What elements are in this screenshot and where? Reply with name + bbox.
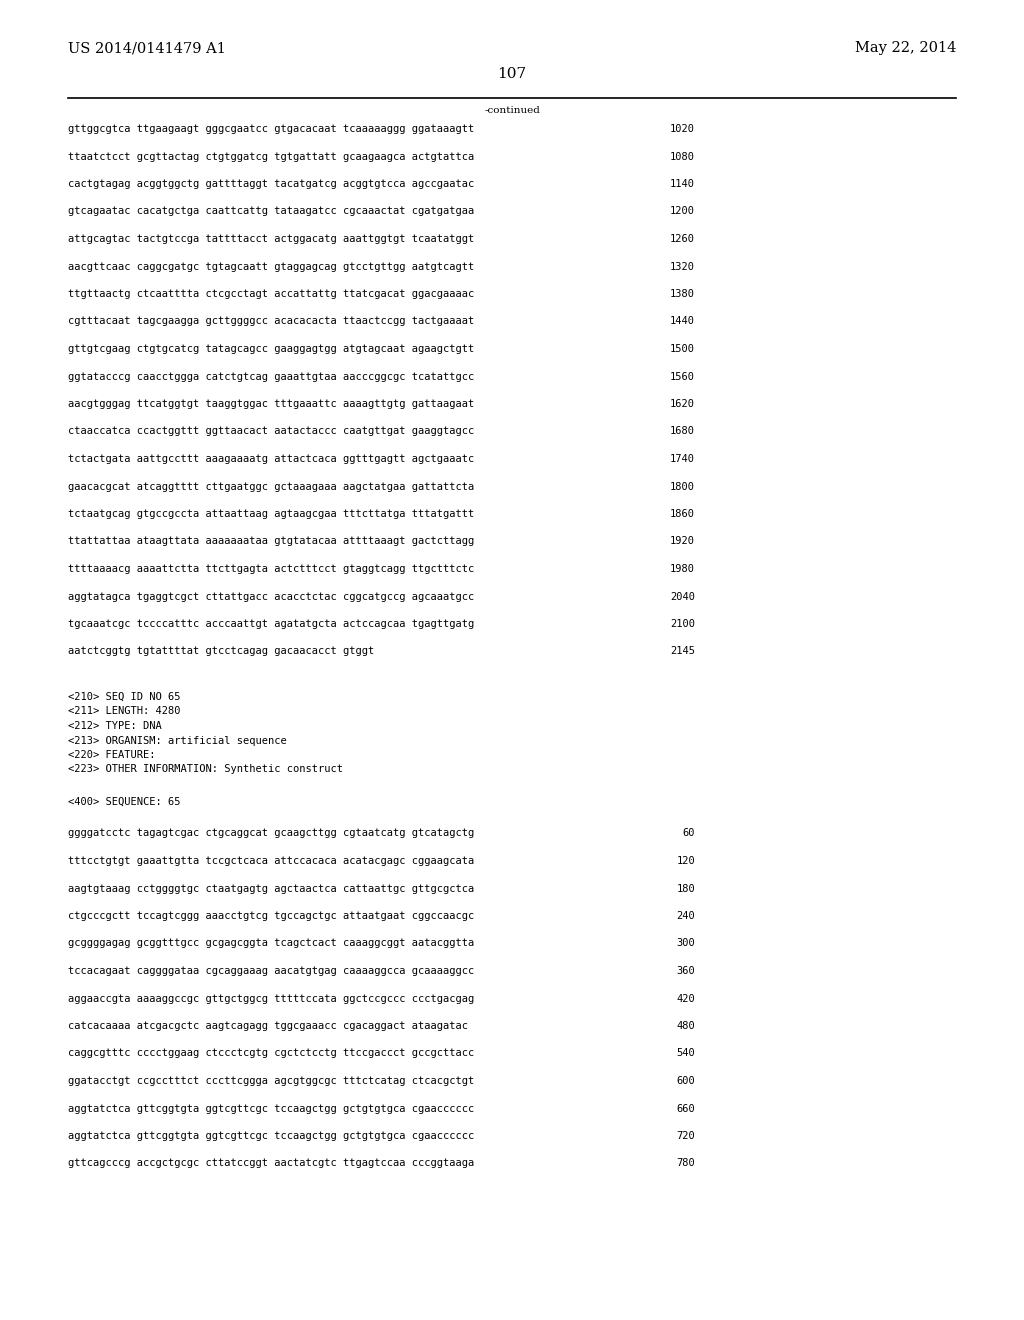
Text: 1140: 1140 <box>670 180 695 189</box>
Text: ttattattaa ataagttata aaaaaaataa gtgtatacaa attttaaagt gactcttagg: ttattattaa ataagttata aaaaaaataa gtgtata… <box>68 536 474 546</box>
Text: 240: 240 <box>676 911 695 921</box>
Text: 600: 600 <box>676 1076 695 1086</box>
Text: ggtatacccg caacctggga catctgtcag gaaattgtaa aacccggcgc tcatattgcc: ggtatacccg caacctggga catctgtcag gaaattg… <box>68 371 474 381</box>
Text: 1320: 1320 <box>670 261 695 272</box>
Text: 1740: 1740 <box>670 454 695 465</box>
Text: ctaaccatca ccactggttt ggttaacact aatactaccc caatgttgat gaaggtagcc: ctaaccatca ccactggttt ggttaacact aatacta… <box>68 426 474 437</box>
Text: 1380: 1380 <box>670 289 695 300</box>
Text: 780: 780 <box>676 1159 695 1168</box>
Text: 120: 120 <box>676 855 695 866</box>
Text: 1800: 1800 <box>670 482 695 491</box>
Text: 1080: 1080 <box>670 152 695 161</box>
Text: gtcagaatac cacatgctga caattcattg tataagatcc cgcaaactat cgatgatgaa: gtcagaatac cacatgctga caattcattg tataaga… <box>68 206 474 216</box>
Text: gaacacgcat atcaggtttt cttgaatggc gctaaagaaa aagctatgaa gattattcta: gaacacgcat atcaggtttt cttgaatggc gctaaag… <box>68 482 474 491</box>
Text: attgcagtac tactgtccga tattttacct actggacatg aaattggtgt tcaatatggt: attgcagtac tactgtccga tattttacct actggac… <box>68 234 474 244</box>
Text: 1560: 1560 <box>670 371 695 381</box>
Text: aatctcggtg tgtattttat gtcctcagag gacaacacct gtggt: aatctcggtg tgtattttat gtcctcagag gacaaca… <box>68 647 374 656</box>
Text: tctaatgcag gtgccgccta attaattaag agtaagcgaa tttcttatga tttatgattt: tctaatgcag gtgccgccta attaattaag agtaagc… <box>68 510 474 519</box>
Text: 480: 480 <box>676 1020 695 1031</box>
Text: ttttaaaacg aaaattctta ttcttgagta actctttcct gtaggtcagg ttgctttctc: ttttaaaacg aaaattctta ttcttgagta actcttt… <box>68 564 474 574</box>
Text: 720: 720 <box>676 1131 695 1140</box>
Text: ggatacctgt ccgcctttct cccttcggga agcgtggcgc tttctcatag ctcacgctgt: ggatacctgt ccgcctttct cccttcggga agcgtgg… <box>68 1076 474 1086</box>
Text: <210> SEQ ID NO 65: <210> SEQ ID NO 65 <box>68 692 180 702</box>
Text: 1620: 1620 <box>670 399 695 409</box>
Text: gttcagcccg accgctgcgc cttatccggt aactatcgtc ttgagtccaa cccggtaaga: gttcagcccg accgctgcgc cttatccggt aactatc… <box>68 1159 474 1168</box>
Text: tctactgata aattgccttt aaagaaaatg attactcaca ggtttgagtt agctgaaatc: tctactgata aattgccttt aaagaaaatg attactc… <box>68 454 474 465</box>
Text: ttgttaactg ctcaatttta ctcgcctagt accattattg ttatcgacat ggacgaaaac: ttgttaactg ctcaatttta ctcgcctagt accatta… <box>68 289 474 300</box>
Text: 180: 180 <box>676 883 695 894</box>
Text: US 2014/0141479 A1: US 2014/0141479 A1 <box>68 41 226 55</box>
Text: 1500: 1500 <box>670 345 695 354</box>
Text: May 22, 2014: May 22, 2014 <box>855 41 956 55</box>
Text: catcacaaaa atcgacgctc aagtcagagg tggcgaaacc cgacaggact ataagatac: catcacaaaa atcgacgctc aagtcagagg tggcgaa… <box>68 1020 468 1031</box>
Text: <400> SEQUENCE: 65: <400> SEQUENCE: 65 <box>68 797 180 807</box>
Text: <220> FEATURE:: <220> FEATURE: <box>68 750 156 760</box>
Text: gttgtcgaag ctgtgcatcg tatagcagcc gaaggagtgg atgtagcaat agaagctgtt: gttgtcgaag ctgtgcatcg tatagcagcc gaaggag… <box>68 345 474 354</box>
Text: 1440: 1440 <box>670 317 695 326</box>
Text: gttggcgtca ttgaagaagt gggcgaatcc gtgacacaat tcaaaaaggg ggataaagtt: gttggcgtca ttgaagaagt gggcgaatcc gtgacac… <box>68 124 474 135</box>
Text: 1200: 1200 <box>670 206 695 216</box>
Text: aggtatctca gttcggtgta ggtcgttcgc tccaagctgg gctgtgtgca cgaacccccc: aggtatctca gttcggtgta ggtcgttcgc tccaagc… <box>68 1131 474 1140</box>
Text: 2145: 2145 <box>670 647 695 656</box>
Text: 1260: 1260 <box>670 234 695 244</box>
Text: aggaaccgta aaaaggccgc gttgctggcg tttttccata ggctccgccc ccctgacgag: aggaaccgta aaaaggccgc gttgctggcg tttttcc… <box>68 994 474 1003</box>
Text: 60: 60 <box>683 829 695 838</box>
Text: aacgttcaac caggcgatgc tgtagcaatt gtaggagcag gtcctgttgg aatgtcagtt: aacgttcaac caggcgatgc tgtagcaatt gtaggag… <box>68 261 474 272</box>
Text: cactgtagag acggtggctg gattttaggt tacatgatcg acggtgtcca agccgaatac: cactgtagag acggtggctg gattttaggt tacatga… <box>68 180 474 189</box>
Text: aagtgtaaag cctggggtgc ctaatgagtg agctaactca cattaattgc gttgcgctca: aagtgtaaag cctggggtgc ctaatgagtg agctaac… <box>68 883 474 894</box>
Text: gcggggagag gcggtttgcc gcgagcggta tcagctcact caaaggcggt aatacggtta: gcggggagag gcggtttgcc gcgagcggta tcagctc… <box>68 939 474 949</box>
Text: 2040: 2040 <box>670 591 695 602</box>
Text: <211> LENGTH: 4280: <211> LENGTH: 4280 <box>68 706 180 717</box>
Text: 1020: 1020 <box>670 124 695 135</box>
Text: 300: 300 <box>676 939 695 949</box>
Text: 107: 107 <box>498 67 526 81</box>
Text: 1920: 1920 <box>670 536 695 546</box>
Text: cgtttacaat tagcgaagga gcttggggcc acacacacta ttaactccgg tactgaaaat: cgtttacaat tagcgaagga gcttggggcc acacaca… <box>68 317 474 326</box>
Text: caggcgtttc cccctggaag ctccctcgtg cgctctcctg ttccgaccct gccgcttacc: caggcgtttc cccctggaag ctccctcgtg cgctctc… <box>68 1048 474 1059</box>
Text: 2100: 2100 <box>670 619 695 630</box>
Text: <212> TYPE: DNA: <212> TYPE: DNA <box>68 721 162 731</box>
Text: ggggatcctc tagagtcgac ctgcaggcat gcaagcttgg cgtaatcatg gtcatagctg: ggggatcctc tagagtcgac ctgcaggcat gcaagct… <box>68 829 474 838</box>
Text: aggtatctca gttcggtgta ggtcgttcgc tccaagctgg gctgtgtgca cgaacccccc: aggtatctca gttcggtgta ggtcgttcgc tccaagc… <box>68 1104 474 1114</box>
Text: tgcaaatcgc tccccatttc acccaattgt agatatgcta actccagcaa tgagttgatg: tgcaaatcgc tccccatttc acccaattgt agatatg… <box>68 619 474 630</box>
Text: -continued: -continued <box>484 106 540 115</box>
Text: ttaatctcct gcgttactag ctgtggatcg tgtgattatt gcaagaagca actgtattca: ttaatctcct gcgttactag ctgtggatcg tgtgatt… <box>68 152 474 161</box>
Text: aggtatagca tgaggtcgct cttattgacc acacctctac cggcatgccg agcaaatgcc: aggtatagca tgaggtcgct cttattgacc acacctc… <box>68 591 474 602</box>
Text: 420: 420 <box>676 994 695 1003</box>
Text: <223> OTHER INFORMATION: Synthetic construct: <223> OTHER INFORMATION: Synthetic const… <box>68 764 343 775</box>
Text: tttcctgtgt gaaattgtta tccgctcaca attccacaca acatacgagc cggaagcata: tttcctgtgt gaaattgtta tccgctcaca attccac… <box>68 855 474 866</box>
Text: 1860: 1860 <box>670 510 695 519</box>
Text: 360: 360 <box>676 966 695 975</box>
Text: 660: 660 <box>676 1104 695 1114</box>
Text: 540: 540 <box>676 1048 695 1059</box>
Text: aacgtgggag ttcatggtgt taaggtggac tttgaaattc aaaagttgtg gattaagaat: aacgtgggag ttcatggtgt taaggtggac tttgaaa… <box>68 399 474 409</box>
Text: 1680: 1680 <box>670 426 695 437</box>
Text: ctgcccgctt tccagtcggg aaacctgtcg tgccagctgc attaatgaat cggccaacgc: ctgcccgctt tccagtcggg aaacctgtcg tgccagc… <box>68 911 474 921</box>
Text: <213> ORGANISM: artificial sequence: <213> ORGANISM: artificial sequence <box>68 735 287 746</box>
Text: tccacagaat caggggataa cgcaggaaag aacatgtgag caaaaggcca gcaaaaggcc: tccacagaat caggggataa cgcaggaaag aacatgt… <box>68 966 474 975</box>
Text: 1980: 1980 <box>670 564 695 574</box>
